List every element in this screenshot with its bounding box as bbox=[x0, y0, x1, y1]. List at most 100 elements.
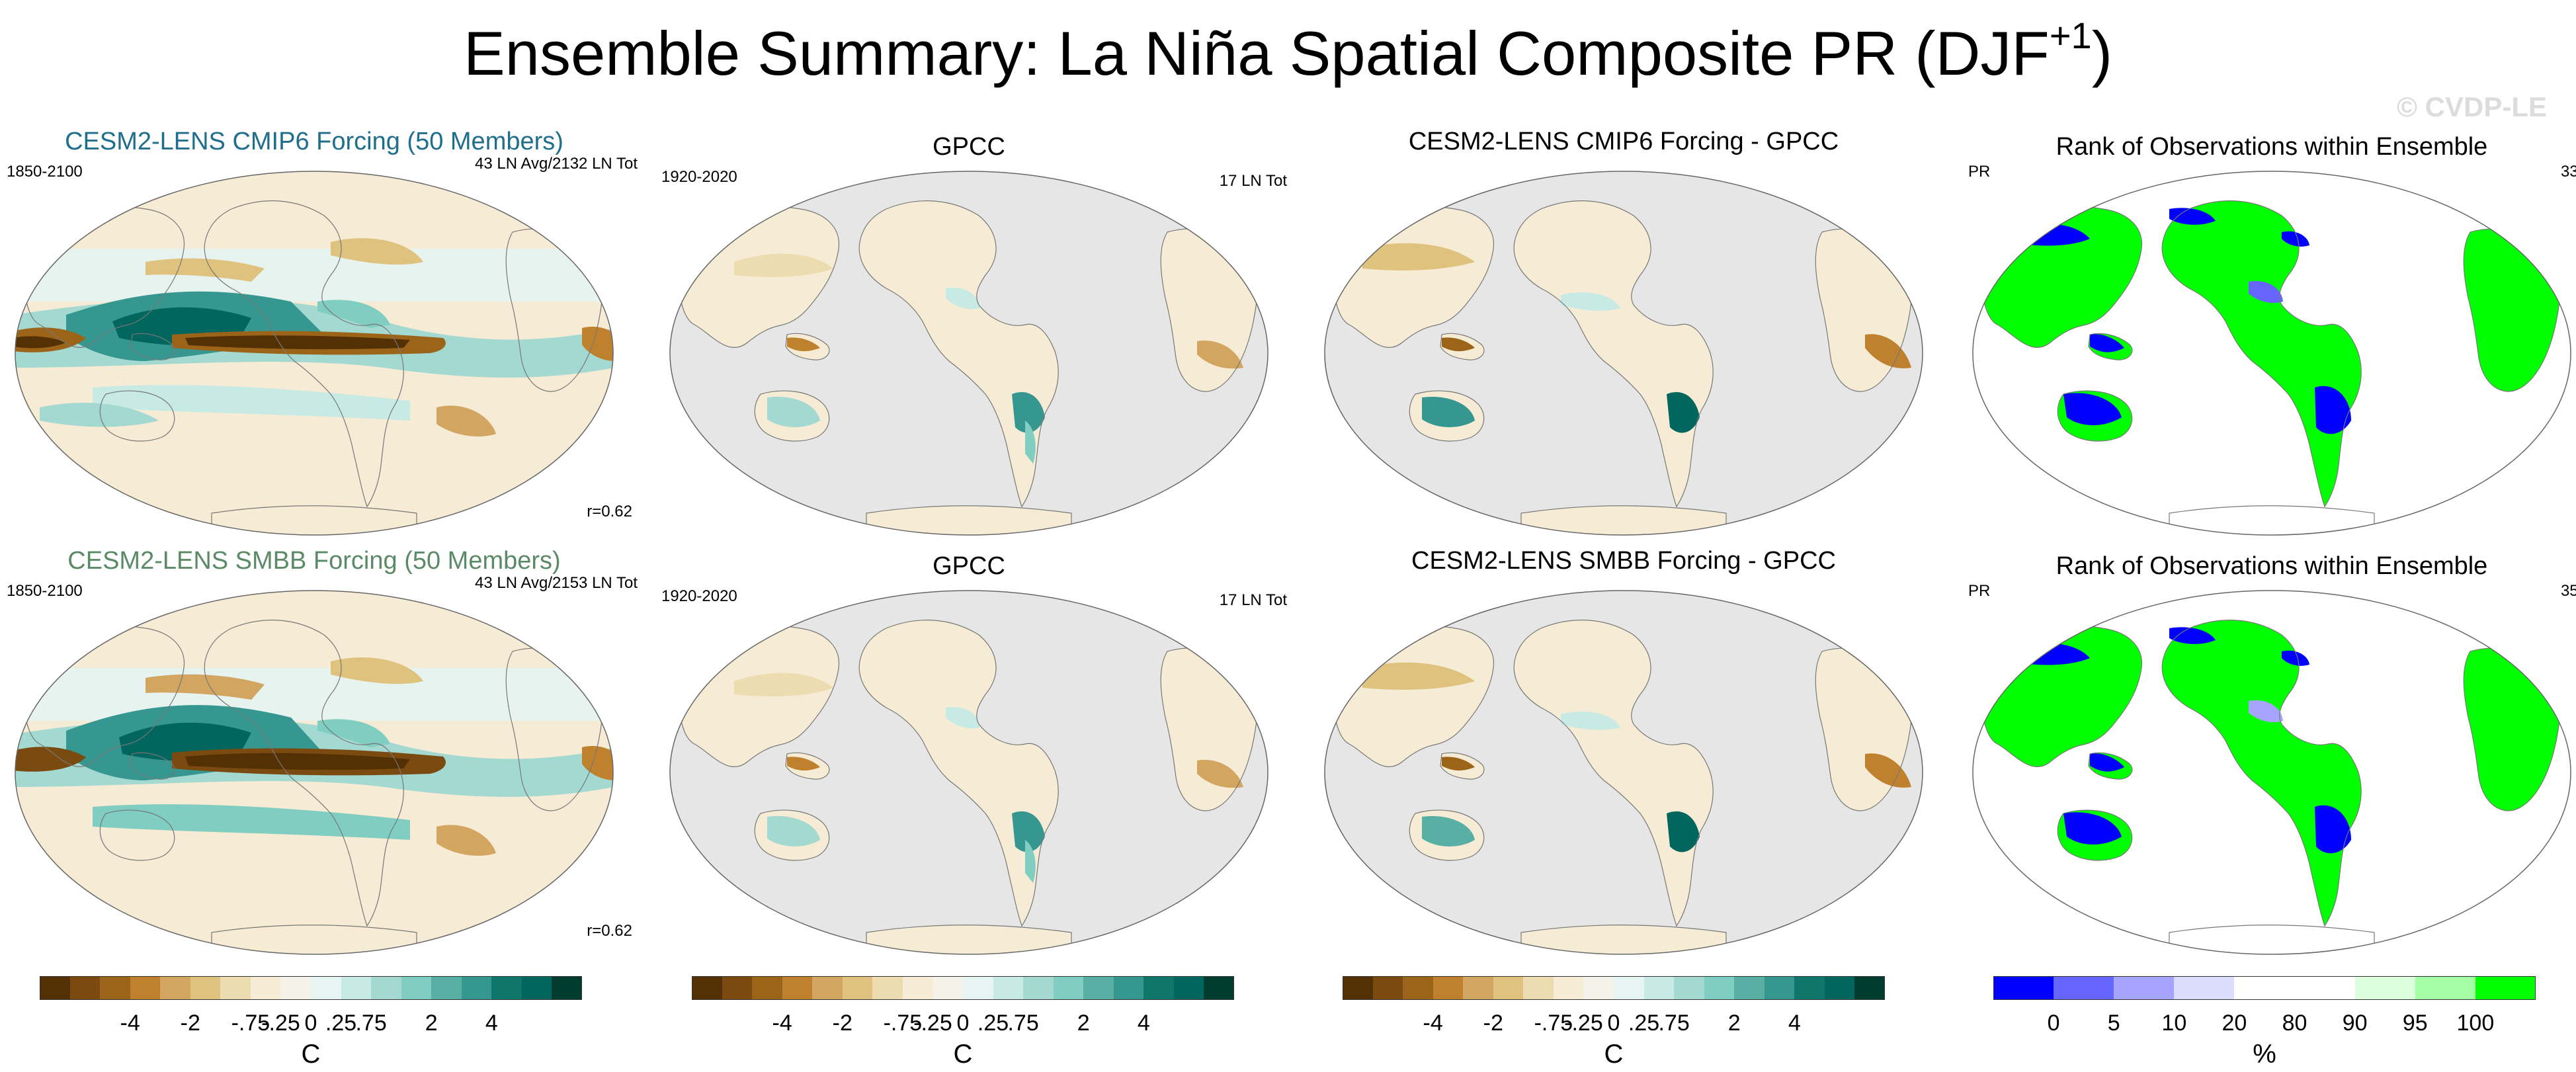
colorbar-tick-label: 4 bbox=[1137, 1010, 1150, 1036]
colorbar-tick-label: .25 bbox=[977, 1010, 1009, 1036]
colorbar-cell bbox=[1794, 976, 1825, 1000]
colorbar-cell bbox=[1372, 976, 1403, 1000]
colorbar-cell bbox=[1113, 976, 1144, 1000]
colorbar-cell bbox=[1433, 976, 1464, 1000]
colorbar-cell bbox=[160, 976, 191, 1000]
colorbar-cell bbox=[69, 976, 101, 1000]
colorbar-cell bbox=[2354, 976, 2416, 1000]
colorbar-tick-label: -.75 bbox=[883, 1010, 923, 1036]
colorbar-tick-label: 0 bbox=[956, 1010, 970, 1036]
colorbar-cell bbox=[220, 976, 251, 1000]
colorbar-tick-label: 2 bbox=[1077, 1010, 1090, 1036]
colorbar-tick-label: -.25 bbox=[913, 1010, 952, 1036]
colorbar-obs: -4 -2 -.75 -.25 0 .25.75 2 4 C bbox=[692, 976, 1235, 1069]
colorbar-unit-label: C bbox=[953, 1040, 973, 1069]
panel-title-obs: GPCC bbox=[933, 133, 1005, 161]
colorbar-tick-label: 0 bbox=[2047, 1010, 2060, 1036]
panel-title-rank: Rank of Observations within Ensemble bbox=[2056, 552, 2488, 580]
colorbar-frame bbox=[1343, 976, 1885, 1000]
colorbar-cell bbox=[130, 976, 161, 1000]
colorbar-cell bbox=[461, 976, 492, 1000]
colorbar-tick-label: -4 bbox=[772, 1010, 792, 1036]
map-ensemble-cmip6 bbox=[15, 171, 614, 536]
panel-title-ensemble-smbb: CESM2-LENS SMBB Forcing (50 Members) bbox=[67, 547, 561, 575]
colorbar-cell bbox=[1854, 976, 1886, 1000]
colorbar-cell bbox=[1463, 976, 1494, 1000]
colorbar-tick-label: 10 bbox=[2161, 1010, 2187, 1036]
colorbar-cell bbox=[1993, 976, 2054, 1000]
watermark: © CVDP-LE bbox=[2397, 91, 2547, 122]
colorbar-cell bbox=[1643, 976, 1675, 1000]
colorbar-cell bbox=[190, 976, 221, 1000]
panel-diff-cmip6: CESM2-LENS CMIP6 Forcing - GPCC bbox=[1316, 126, 1931, 536]
colorbar-cell bbox=[993, 976, 1024, 1000]
colorbar-cell bbox=[401, 976, 432, 1000]
colorbar-cell bbox=[40, 976, 71, 1000]
panel-years: 1920-2020 bbox=[661, 168, 737, 186]
colorbar-tick-label: .75 bbox=[1007, 1010, 1039, 1036]
colorbar-frame bbox=[40, 976, 582, 1000]
panel-pattern-correlation: r=0.62 bbox=[587, 922, 632, 940]
colorbar-cell bbox=[1734, 976, 1765, 1000]
colorbar-cell bbox=[280, 976, 312, 1000]
colorbar-cell bbox=[2174, 976, 2235, 1000]
colorbar-cell bbox=[1053, 976, 1084, 1000]
colorbar-tick-label: 100 bbox=[2456, 1010, 2495, 1036]
colorbar-cell bbox=[1553, 976, 1584, 1000]
colorbar-cell bbox=[2475, 976, 2536, 1000]
panel-years: 1850-2100 bbox=[7, 163, 83, 181]
colorbar-cell bbox=[2054, 976, 2114, 1000]
colorbar-cell bbox=[491, 976, 522, 1000]
colorbar-cell bbox=[250, 976, 281, 1000]
panel-event-count: 43 LN Avg/2153 LN Tot bbox=[475, 574, 638, 592]
colorbar-tick-label: -2 bbox=[1483, 1010, 1503, 1036]
colorbar-tick-label: .25 bbox=[325, 1010, 357, 1036]
panel-years: 1850-2100 bbox=[7, 582, 83, 600]
panel-variable: PR bbox=[1968, 582, 1991, 600]
panel-rank-percent: 33% bbox=[2560, 163, 2576, 181]
panel-title-ensemble-cmip6: CESM2-LENS CMIP6 Forcing (50 Members) bbox=[65, 128, 563, 155]
colorbar-cell bbox=[2294, 976, 2356, 1000]
map-obs-gpcc bbox=[669, 171, 1268, 536]
colorbar-tick-label: 90 bbox=[2342, 1010, 2368, 1036]
colorbar-cell bbox=[902, 976, 933, 1000]
colorbar-cell bbox=[963, 976, 994, 1000]
colorbar-cell bbox=[521, 976, 552, 1000]
map-obs-gpcc-2 bbox=[669, 590, 1268, 955]
colorbar-cell bbox=[341, 976, 372, 1000]
colorbar-cell bbox=[872, 976, 903, 1000]
panel-event-count: 17 LN Tot bbox=[1219, 591, 1287, 609]
panel-rank-smbb: Rank of Observations within Ensemble PR … bbox=[1964, 545, 2576, 955]
panel-title-diff-cmip6: CESM2-LENS CMIP6 Forcing - GPCC bbox=[1408, 128, 1839, 155]
figure-title: Ensemble Summary: La Niña Spatial Compos… bbox=[463, 15, 2113, 88]
colorbar-cell bbox=[2114, 976, 2175, 1000]
colorbar-cell bbox=[1493, 976, 1524, 1000]
panel-obs-gpcc: GPCC 1920-2020 17 LN Tot bbox=[661, 126, 1287, 536]
colorbar-ensemble: -4 -2 -.75 -.25 0 .25.75 2 4 C bbox=[40, 976, 583, 1069]
colorbar-tick-label: -.25 bbox=[261, 1010, 300, 1036]
colorbar-cell bbox=[1614, 976, 1645, 1000]
colorbar-tick-label: -.75 bbox=[1534, 1010, 1573, 1036]
colorbar-cell bbox=[371, 976, 402, 1000]
colorbar-cell bbox=[552, 976, 583, 1000]
map-rank-cmip6 bbox=[1972, 171, 2571, 536]
panel-years: 1920-2020 bbox=[661, 587, 737, 605]
colorbar-tick-label: 4 bbox=[1788, 1010, 1801, 1036]
colorbar-tick-label: -2 bbox=[832, 1010, 852, 1036]
colorbar-tick-label: 5 bbox=[2107, 1010, 2120, 1036]
colorbar-tick-label: -.75 bbox=[231, 1010, 270, 1036]
colorbar-cell bbox=[933, 976, 964, 1000]
colorbar-tick-label: -2 bbox=[180, 1010, 200, 1036]
panel-event-count: 43 LN Avg/2132 LN Tot bbox=[475, 155, 638, 173]
colorbar-cell bbox=[1143, 976, 1175, 1000]
colorbar-tick-label: 0 bbox=[1607, 1010, 1620, 1036]
colorbar-frame bbox=[1993, 976, 2536, 1000]
panel-ensemble-cmip6: CESM2-LENS CMIP6 Forcing (50 Members) 18… bbox=[7, 126, 638, 536]
colorbar-unit-label: C bbox=[1604, 1040, 1624, 1069]
map-rank-smbb bbox=[1972, 590, 2571, 955]
colorbar-tick-label: 2 bbox=[1727, 1010, 1741, 1036]
colorbar-cell bbox=[2415, 976, 2476, 1000]
colorbar-tick-label: -.25 bbox=[1564, 1010, 1603, 1036]
panel-rank-cmip6: Rank of Observations within Ensemble PR … bbox=[1964, 126, 2576, 536]
colorbar-cell bbox=[1674, 976, 1705, 1000]
